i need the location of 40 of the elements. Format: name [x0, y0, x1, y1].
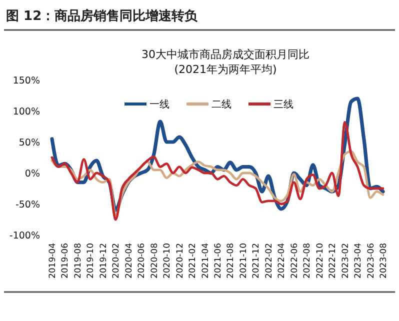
x-tick-label: 2022-10 [315, 243, 326, 279]
x-tick-label: 2019-04 [48, 243, 58, 279]
line-series [50, 120, 384, 221]
x-tick-label: 2021-08 [226, 243, 236, 279]
x-tick-label: 2019-10 [86, 243, 96, 279]
x-tick-label: 2022-06 [290, 243, 300, 279]
x-tick-label: 2023-08 [378, 243, 389, 279]
y-tick-label: -100% [9, 230, 40, 242]
y-tick-label: -50% [15, 199, 40, 210]
y-tick-label: 50% [18, 137, 40, 148]
y-tick-label: 0% [24, 168, 40, 180]
x-tick-label: 2022-02 [264, 243, 274, 279]
y-tick-label: 100% [12, 106, 40, 118]
x-tick-label: 2022-12 [328, 243, 338, 279]
y-tick-label: 150% [12, 75, 40, 86]
x-tick-label: 2021-06 [213, 243, 224, 279]
x-tick-label: 2021-10 [238, 243, 249, 279]
x-tick-label: 2023-02 [340, 243, 351, 279]
legend-label: 三线 [274, 98, 294, 110]
x-tick-label: 2021-02 [188, 243, 198, 279]
x-tick-label: 2020-04 [124, 243, 134, 279]
x-tick-label: 2020-06 [137, 243, 148, 279]
line-series [50, 150, 384, 216]
x-tick-label: 2022-04 [277, 243, 288, 279]
chart-title: 图 12：商品房销售同比增速转负 [6, 8, 199, 24]
x-tick-label: 2019-06 [60, 243, 71, 279]
x-tick-label: 2021-12 [252, 243, 262, 279]
x-tick-label: 2022-08 [302, 243, 313, 279]
x-tick-label: 2019-12 [98, 243, 109, 279]
x-tick-label: 2021-04 [200, 243, 211, 279]
x-tick-label: 2020-12 [175, 243, 186, 279]
x-tick-label: 2023-04 [354, 243, 364, 279]
legend-label: 一线 [150, 98, 170, 110]
legend-label: 二线 [212, 98, 232, 110]
x-tick-label: 2020-10 [162, 243, 173, 279]
chart-subtitle: 30大中城市商品房成交面积月同比 (2021年为两年平均) [142, 48, 310, 76]
x-tick-label: 2020-02 [112, 243, 122, 279]
x-tick-label: 2023-06 [366, 243, 376, 279]
x-tick-label: 2020-08 [150, 243, 160, 279]
x-tick-label: 2019-08 [73, 243, 84, 279]
